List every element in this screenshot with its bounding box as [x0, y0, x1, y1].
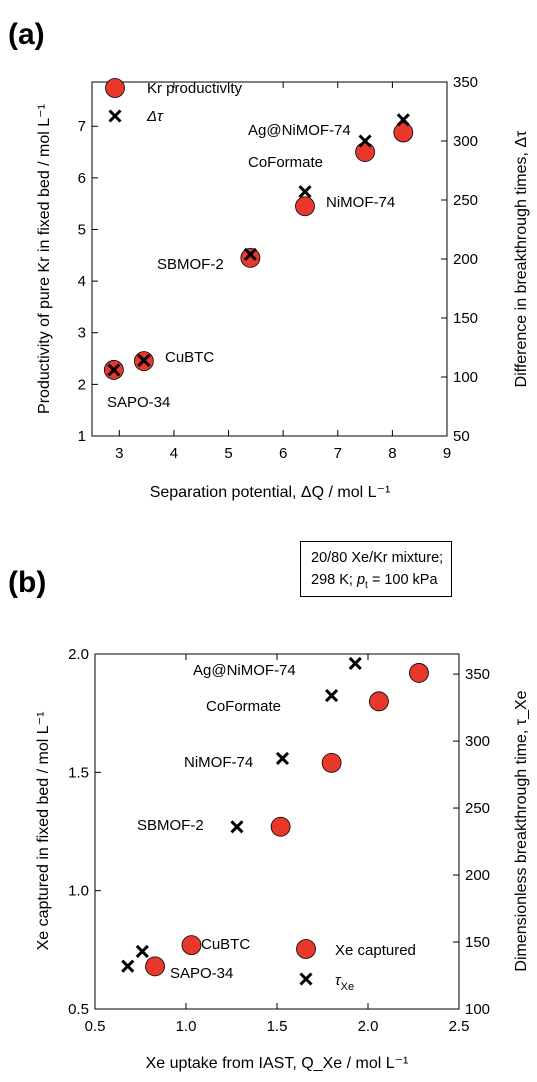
data-point-cross [121, 959, 135, 973]
y-right-tick-label: 100 [453, 369, 478, 386]
legend-label: Xe captured [335, 942, 416, 959]
x-tick-label: 9 [443, 445, 451, 462]
conditions-line-1: 20/80 Xe/Kr mixture; [311, 550, 444, 566]
point-annotation: NiMOF-74 [326, 194, 395, 211]
legend-circle-marker [296, 939, 316, 959]
x-tick-label: 4 [170, 445, 178, 462]
conditions-temp: 298 K; [311, 572, 357, 588]
data-point-circle [145, 956, 165, 977]
data-point-circle [240, 247, 261, 268]
y-right-tick-label: 300 [465, 733, 490, 750]
x-axis-label: Separation potential, ΔQ / mol L⁻¹ [150, 484, 391, 501]
point-annotation: CuBTC [201, 936, 250, 953]
x-tick-label: 1.5 [267, 1018, 288, 1035]
data-point-circle [369, 691, 389, 712]
data-point-circle [295, 196, 315, 217]
y-left-tick-label: 7 [78, 118, 86, 135]
conditions-pressure-value: = 100 kPa [367, 572, 438, 588]
x-tick-label: 5 [224, 445, 232, 462]
data-point-circle [270, 816, 291, 837]
data-point-cross [358, 134, 372, 148]
y-left-tick-label: 1.5 [68, 764, 89, 781]
y-left-tick-label: 5 [78, 221, 86, 238]
y-right-tick-label: 200 [453, 251, 478, 268]
data-point-circle [409, 663, 429, 683]
y-right-tick-label: 350 [465, 666, 490, 683]
x-tick-label: 6 [279, 445, 287, 462]
legend-label: Δτ [146, 108, 164, 125]
legend-cross-marker [299, 972, 313, 986]
y-left-tick-label: 2.0 [68, 646, 89, 663]
data-point-cross [348, 656, 362, 670]
point-annotation: CoFormate [206, 698, 281, 715]
chart-b: 0.5 1.0 1.5 2.0 2.5 0.5 1.0 1.5 2.0 100 150 200 250 3… [35, 646, 530, 1072]
data-point-circle [393, 122, 414, 143]
data-point-cross [230, 820, 244, 834]
panel-a-label: (a) [8, 18, 45, 51]
x-tick-label: 7 [334, 445, 342, 462]
point-annotation: SBMOF-2 [157, 256, 224, 273]
y-left-tick-label: 2 [78, 376, 86, 393]
y-left-axis-label: Xe captured in fixed bed / mol L⁻¹ [35, 712, 52, 951]
point-annotation: CuBTC [165, 349, 214, 366]
data-point-circle [181, 935, 202, 955]
conditions-pressure-symbol: p [356, 572, 366, 588]
panel-b-label: (b) [8, 566, 46, 599]
y-right-tick-label: 50 [453, 428, 470, 445]
y-left-tick-label: 1 [78, 428, 86, 445]
legend-label-subscript: Xe [341, 981, 354, 993]
y-right-tick-label: 350 [453, 74, 478, 91]
y-left-axis-label: Productivity of pure Kr in fixed bed / m… [36, 104, 53, 414]
y-left-tick-label: 4 [78, 273, 86, 290]
legend-circle-marker [105, 78, 125, 98]
y-right-axis-label: Dimensionless breakthrough time, τ_Xe [513, 690, 530, 971]
point-annotation: CoFormate [248, 154, 323, 171]
x-tick-label: 2.5 [449, 1018, 470, 1035]
data-point-cross [275, 751, 290, 766]
y-right-tick-label: 250 [453, 192, 478, 209]
data-point-cross [325, 688, 339, 703]
point-annotation: Ag@NiMOF-74 [248, 122, 351, 139]
point-annotation: SAPO-34 [170, 965, 233, 982]
x-axis-label: Xe uptake from IAST, Q_Xe / mol L⁻¹ [146, 1055, 409, 1072]
data-point-circle [355, 142, 375, 162]
data-point-cross [243, 247, 257, 261]
conditions-line-2: 298 K; pt = 100 kPa [311, 569, 451, 597]
legend-cross-marker [108, 109, 122, 123]
y-left-tick-label: 0.5 [68, 1001, 89, 1018]
data-point-cross [298, 185, 312, 199]
point-annotation: SAPO-34 [107, 394, 170, 411]
conditions-box: 20/80 Xe/Kr mixture; 298 K; pt = 100 kPa [300, 541, 452, 597]
x-tick-label: 8 [388, 445, 396, 462]
y-right-tick-label: 300 [453, 133, 478, 150]
point-annotation: SBMOF-2 [137, 817, 204, 834]
point-annotation: NiMOF-74 [184, 754, 253, 771]
x-tick-label: 3 [115, 445, 123, 462]
data-point-circle [321, 752, 342, 773]
y-right-axis-label: Difference in breakthrough times, Δτ [513, 130, 530, 388]
y-right-tick-label: 200 [465, 867, 490, 884]
y-right-tick-label: 150 [453, 310, 478, 327]
legend-label: τXe [335, 972, 354, 993]
y-right-tick-label: 250 [465, 800, 490, 817]
data-point-cross [107, 363, 121, 377]
point-annotation: Ag@NiMOF-74 [193, 662, 296, 679]
x-tick-label: 0.5 [85, 1018, 106, 1035]
x-tick-label: 2.0 [358, 1018, 379, 1035]
data-point-cross [396, 113, 410, 127]
y-left-tick-label: 1.0 [68, 883, 89, 900]
y-right-tick-label: 100 [465, 1001, 490, 1018]
y-left-tick-label: 6 [78, 170, 86, 187]
data-point-cross [135, 944, 149, 958]
legend-label: Kr productivity [147, 80, 243, 97]
data-point-cross [137, 353, 151, 368]
y-right-tick-label: 150 [465, 934, 490, 951]
y-left-tick-label: 3 [78, 325, 86, 342]
conditions-pressure-subscript: t [365, 579, 368, 591]
x-tick-label: 1.0 [176, 1018, 197, 1035]
chart-a: 3 4 5 6 7 8 9 1 2 3 4 5 6 7 50 100 150 200 250 300 350 Separa… [36, 74, 530, 501]
